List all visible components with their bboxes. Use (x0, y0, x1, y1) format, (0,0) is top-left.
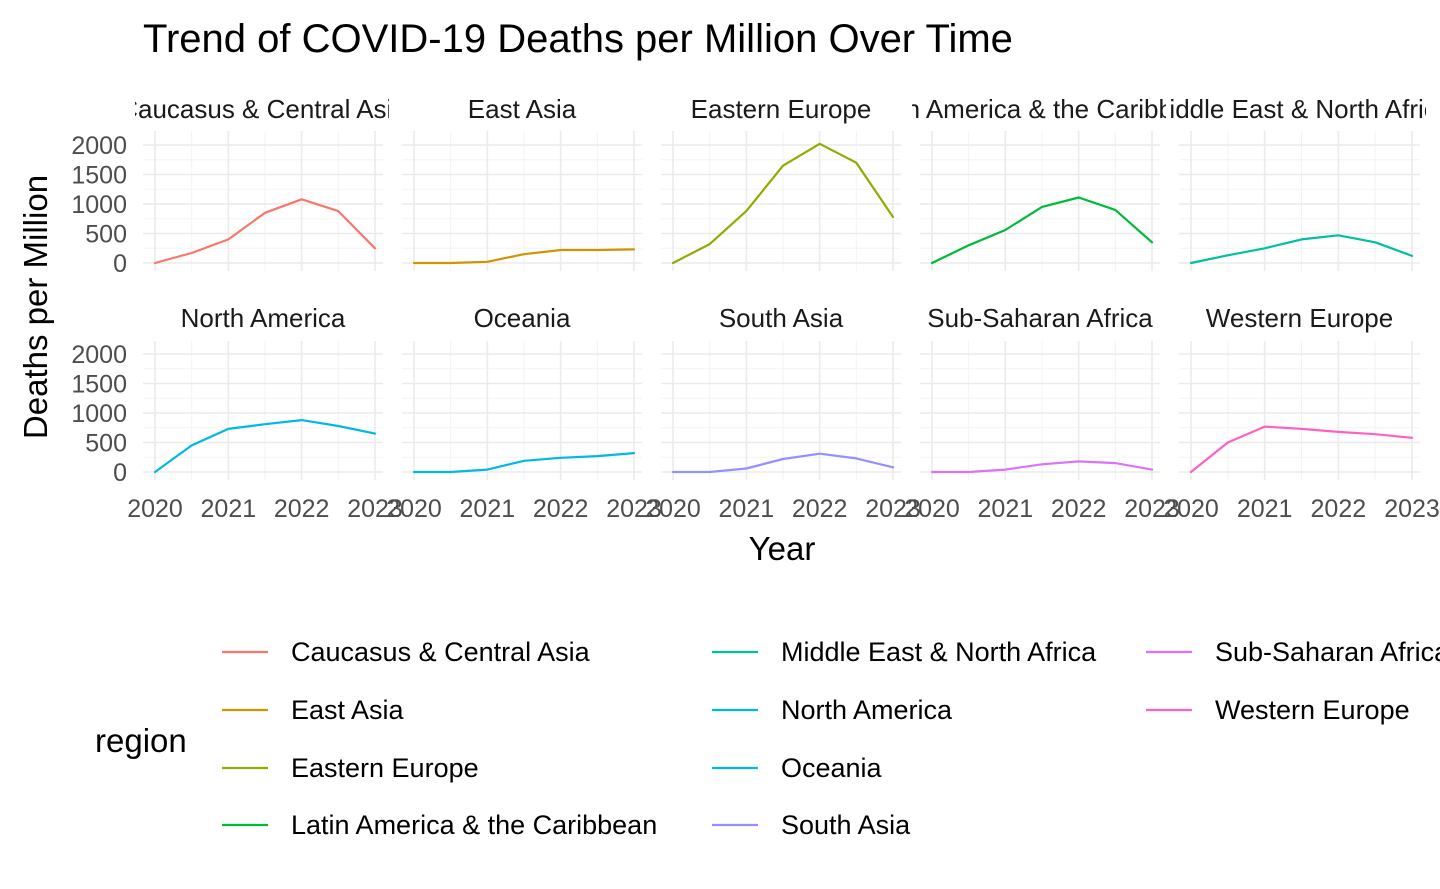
x-tick-label: 2023 (606, 495, 662, 523)
x-tick-label: 2021 (201, 495, 257, 523)
x-tick-label: 2022 (792, 495, 848, 523)
legend: Caucasus & Central Asia East Asia Eastern … (222, 637, 1440, 840)
facet-panel: South Asia 2020 2021 2022 2023 (645, 303, 921, 523)
y-tick-label: 0 (113, 250, 127, 278)
facet-strip-label: Oceania (474, 303, 571, 333)
legend-item: North America (712, 695, 953, 725)
series-line (412, 452, 636, 474)
legend-item: Oceania (712, 753, 883, 783)
series-line (153, 419, 377, 474)
legend-item: Middle East & North Africa (712, 637, 1097, 667)
series-line (930, 196, 1154, 265)
legend-item: Sub-Saharan Africa (1146, 637, 1440, 667)
legend-item: Western Europe (1146, 695, 1410, 725)
facet-panel: Eastern Europe (661, 94, 901, 271)
x-tick-label: 2023 (1124, 495, 1180, 523)
y-tick-label: 0 (113, 459, 127, 487)
x-tick-label: 2021 (719, 495, 775, 523)
legend-item: Latin America & the Caribbean (222, 810, 657, 840)
facet-strip-label: South Asia (719, 303, 844, 333)
chart-title: Trend of COVID-19 Deaths per Million Ove… (143, 17, 1013, 61)
legend-title: region (95, 722, 187, 759)
y-axis-title: Deaths per Million (17, 175, 54, 439)
y-tick-label: 2000 (71, 341, 127, 369)
x-tick-label: 2023 (347, 495, 403, 523)
series-line (930, 460, 1154, 474)
facet-strip-label: Sub-Saharan Africa (927, 303, 1153, 333)
legend-label: Western Europe (1215, 695, 1410, 725)
legend-item: South Asia (712, 810, 911, 840)
series-line (153, 198, 377, 265)
series-line (1189, 425, 1414, 474)
legend-label: Sub-Saharan Africa (1215, 637, 1440, 667)
y-tick-label: 500 (85, 430, 127, 458)
x-tick-label: 2022 (1051, 495, 1107, 523)
x-tick-label: 2021 (978, 495, 1034, 523)
x-tick-label: 2023 (1384, 495, 1440, 523)
legend-label: Oceania (781, 753, 883, 783)
legend-label: Latin America & the Caribbean (291, 810, 657, 840)
facet-strip-label: Western Europe (1206, 303, 1393, 333)
x-tick-label: 2020 (386, 495, 442, 523)
y-tick-label: 2000 (71, 132, 127, 160)
x-axis-title: Year (749, 530, 816, 567)
legend-label: Eastern Europe (291, 753, 479, 783)
facet-strip-label: Latin America & the Caribbean (864, 94, 1217, 124)
y-tick-label: 1000 (71, 191, 127, 219)
series-line (671, 142, 895, 265)
facet-panel: Sub-Saharan Africa 2020 2021 2022 2023 (904, 303, 1180, 523)
legend-item: Eastern Europe (222, 753, 479, 783)
x-tick-label: 2022 (1311, 495, 1367, 523)
y-tick-label: 1500 (71, 162, 127, 190)
legend-label: South Asia (781, 810, 911, 840)
facet-strip-label: East Asia (468, 94, 577, 124)
x-tick-label: 2021 (460, 495, 516, 523)
series-line (412, 248, 636, 265)
x-tick-label: 2020 (645, 495, 701, 523)
x-tick-label: 2020 (904, 495, 960, 523)
legend-item: Caucasus & Central Asia (222, 637, 591, 667)
series-line (671, 452, 895, 474)
facet-panel: Oceania 2020 2021 2022 2023 (386, 303, 662, 523)
facet-strip-label: Eastern Europe (691, 94, 872, 124)
facet-strip-label: North America (181, 303, 346, 333)
x-tick-label: 2022 (274, 495, 330, 523)
x-tick-label: 2020 (127, 495, 183, 523)
facet-panels: Caucasus & Central Asia0500100015002000E… (71, 94, 1440, 523)
facet-panel: Latin America & the Caribbean (864, 94, 1217, 271)
legend-label: Caucasus & Central Asia (291, 637, 591, 667)
y-tick-label: 1500 (71, 371, 127, 399)
legend-label: North America (781, 695, 953, 725)
x-tick-label: 2022 (533, 495, 589, 523)
facet-strip-label: Middle East & North Africa (1148, 94, 1440, 124)
series-line (1189, 234, 1414, 265)
facet-panel: Western Europe 2020 2021 2022 2023 (1163, 303, 1440, 523)
legend-label: East Asia (291, 695, 405, 725)
x-tick-label: 2021 (1237, 495, 1293, 523)
legend-label: Middle East & North Africa (781, 637, 1097, 667)
x-tick-label: 2023 (865, 495, 921, 523)
y-tick-label: 500 (85, 221, 127, 249)
legend-item: East Asia (222, 695, 405, 725)
facet-panel: Middle East & North Africa (1148, 94, 1440, 271)
facet-strip-label: Caucasus & Central Asia (119, 94, 407, 124)
facet-panel: East Asia (402, 94, 642, 271)
x-tick-label: 2020 (1163, 495, 1219, 523)
y-tick-label: 1000 (71, 400, 127, 428)
